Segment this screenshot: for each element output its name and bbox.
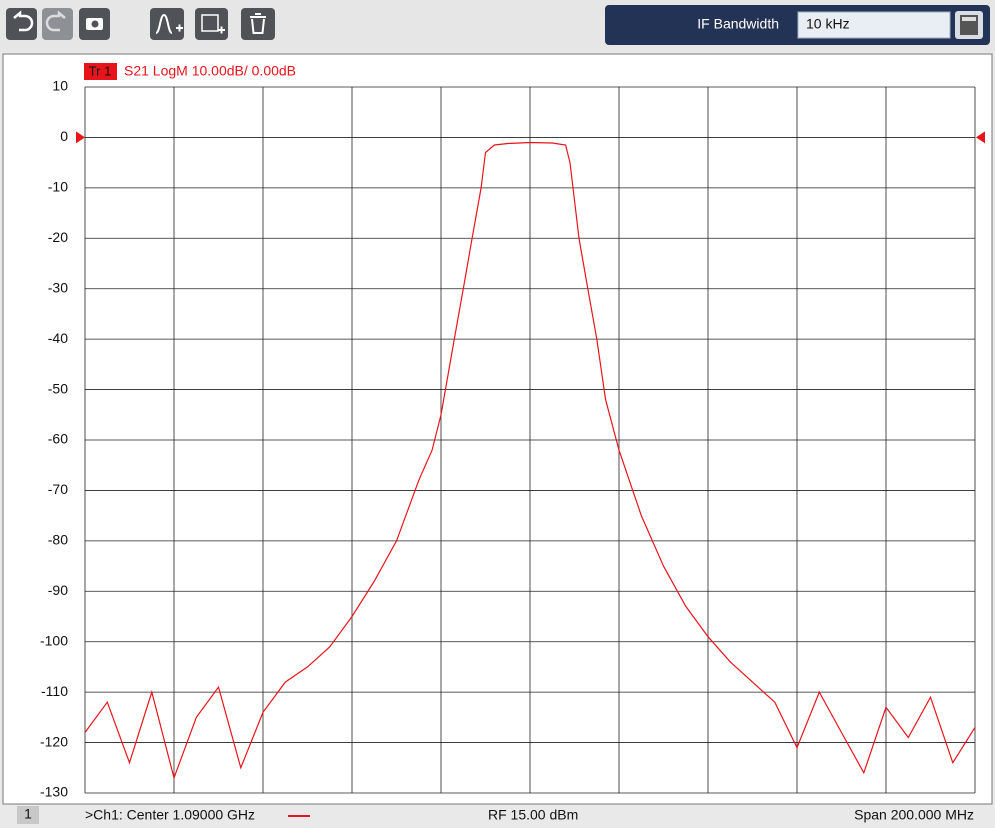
y-tick-label: -60 [48,431,68,447]
if-input[interactable] [797,11,951,39]
y-tick-label: -10 [48,179,68,195]
redo-button[interactable] [42,8,73,40]
rf-power: RF 15.00 dBm [488,807,578,823]
trace-id: Tr 1 [89,63,112,78]
y-tick-label: -100 [40,632,68,648]
plot-window [2,53,993,805]
channel-number: 1 [24,806,32,822]
if-value: 10 kHz [806,16,850,32]
y-tick-label: 0 [60,128,68,144]
trace [84,141,976,780]
delete-button[interactable] [241,8,275,40]
y-tick-label: -80 [48,532,68,548]
if-label: IF Bandwidth [697,16,779,32]
y-tick-label: -130 [40,784,68,800]
add-channel-button[interactable] [195,8,228,40]
y-tick-label: -50 [48,380,68,396]
footer [0,805,995,828]
channel-box[interactable] [17,806,39,824]
undo-button[interactable] [6,8,37,40]
y-tick-label: -30 [48,279,68,295]
y-tick-label: -120 [40,733,68,749]
calculator-button[interactable] [955,11,983,39]
span: Span 200.000 MHz [854,807,974,823]
y-tick-label: -40 [48,330,68,346]
screenshot-button[interactable] [79,8,110,40]
marker-button[interactable] [150,8,184,40]
y-tick-label: -110 [41,683,68,699]
y-tick-label: 10 [52,78,68,94]
reference-marker-right [976,131,985,144]
trace-label: S21 LogM 10.00dB/ 0.00dB [124,63,296,79]
y-tick-label: -20 [48,229,68,245]
y-tick-label: -90 [48,582,68,598]
reference-marker-left [76,131,85,144]
trace-badge[interactable] [84,63,117,80]
center-freq: >Ch1: Center 1.09000 GHz [85,807,255,823]
y-tick-label: -70 [48,481,68,497]
